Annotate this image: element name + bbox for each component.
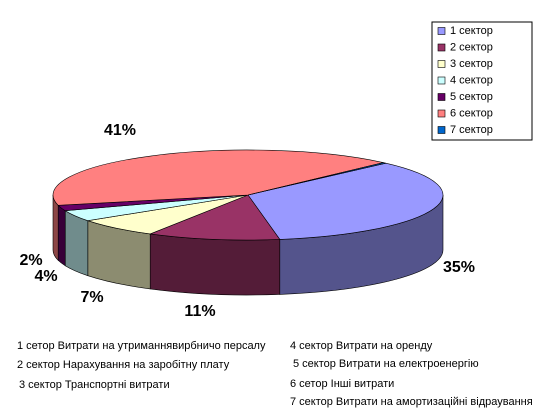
value-label: 41%	[104, 122, 136, 139]
pie-slice	[52, 149, 384, 206]
legend-label: 2 сектор	[450, 41, 493, 53]
value-label: 2%	[19, 252, 42, 269]
value-label: 7%	[80, 289, 103, 306]
legend-label: 4 сектор	[450, 74, 493, 86]
pie-side	[57, 204, 66, 267]
value-label: 11%	[184, 303, 215, 320]
legend-swatch	[437, 126, 446, 134]
pie-side	[149, 233, 281, 296]
legend-label: 7 сектор	[450, 124, 493, 136]
legend-swatch	[437, 43, 446, 52]
value-label: 4%	[34, 268, 57, 285]
annotation: 5 сектор Витрати на електроенергію	[293, 358, 479, 370]
legend-box	[431, 21, 533, 141]
pie-slice	[149, 194, 281, 241]
annotation: 4 сектор Витрати на оренду	[290, 340, 433, 352]
legend-label: 3 сектор	[450, 58, 493, 70]
legend-swatch	[437, 60, 446, 68]
annotation: 1 сетор Витрати на утриманнявирбничо пер…	[17, 340, 266, 352]
legend-swatch	[437, 93, 446, 101]
legend-label: 5 сектор	[450, 91, 493, 103]
legend-swatch	[437, 76, 446, 85]
legend-swatch	[437, 109, 446, 118]
annotation: 3 сектор Транспортні витрати	[19, 379, 170, 391]
pie-slice	[247, 162, 444, 240]
annotation: 2 сектор Нарахування на заробітну плату	[17, 359, 230, 371]
pie-side	[64, 210, 89, 277]
annotation: 6 сетор Інші витрати	[290, 378, 394, 390]
value-label: 35%	[443, 259, 475, 276]
annotation: 7 сектор Витрати на амортизаційні відрау…	[290, 396, 533, 408]
legend-label: 1 сектор	[450, 25, 493, 37]
pie-slice	[247, 162, 386, 196]
legend-label: 6 сектор	[450, 107, 493, 119]
legend-swatch	[437, 27, 446, 35]
